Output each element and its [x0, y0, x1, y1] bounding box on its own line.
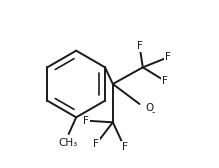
- Text: F: F: [162, 76, 167, 86]
- Text: F: F: [93, 139, 99, 149]
- Text: F: F: [122, 142, 127, 152]
- Text: F: F: [165, 52, 171, 62]
- Text: -: -: [152, 108, 155, 117]
- Text: CH₃: CH₃: [58, 138, 78, 148]
- Text: F: F: [83, 116, 89, 126]
- Text: O: O: [145, 103, 154, 113]
- Text: F: F: [137, 41, 142, 51]
